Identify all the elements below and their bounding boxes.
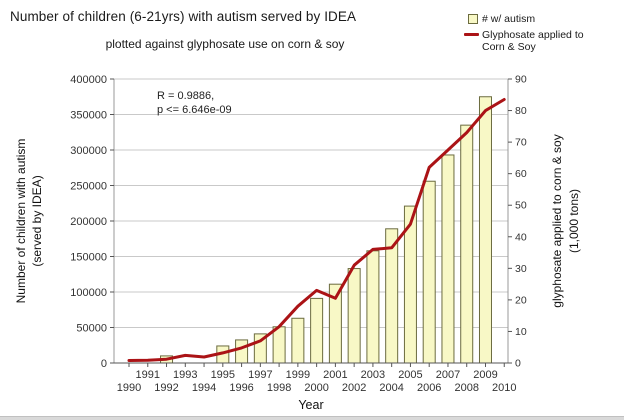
autism-bar-2007 <box>441 154 455 364</box>
x-tick-label: 1991 <box>136 369 160 381</box>
autism-bar-2006 <box>422 180 436 364</box>
left-tick-label: 400000 <box>70 74 107 86</box>
x-tick-label: 2009 <box>473 369 497 381</box>
right-tick-label: 50 <box>515 200 527 212</box>
x-tick-label: 1997 <box>248 369 272 381</box>
legend-label-autism: # w/ autism <box>482 13 536 25</box>
right-axis-title-line1: glyphosate applied to corn & soy <box>550 134 564 307</box>
left-tick-label: 200000 <box>70 216 107 228</box>
chart-subtitle: plotted against glyphosate use on corn &… <box>105 37 345 51</box>
x-tick-label: 1994 <box>192 382 216 394</box>
left-tick-label: 250000 <box>70 181 107 193</box>
right-tick-label: 10 <box>515 326 527 338</box>
autism-bar-2002 <box>347 268 361 364</box>
left-tick-label: 50000 <box>76 323 107 335</box>
x-tick-label: 2000 <box>304 382 328 394</box>
x-tick-label: 2003 <box>361 369 385 381</box>
autism-bar-swatch-icon <box>468 14 478 24</box>
right-tick-label: 80 <box>515 105 527 117</box>
x-tick-label: 2004 <box>379 382 403 394</box>
window-bottom-edge <box>0 416 624 420</box>
x-tick-label: 2005 <box>398 369 422 381</box>
right-tick-label: 60 <box>515 168 527 180</box>
x-tick-label: 1996 <box>229 382 253 394</box>
autism-bar-1998 <box>272 326 286 364</box>
glyphosate-line <box>127 98 506 362</box>
right-tick-label: 20 <box>515 294 527 306</box>
legend: # w/ autism Glyphosate applied to Corn &… <box>464 13 622 57</box>
left-axis-title-line2: (served by IDEA) <box>30 175 44 266</box>
left-tick-label: 150000 <box>70 252 107 264</box>
x-tick-label: 1995 <box>211 369 235 381</box>
right-tick-label: 0 <box>515 358 521 370</box>
x-tick-label: 2008 <box>454 382 478 394</box>
autism-bar-2000 <box>310 297 324 364</box>
legend-item-glyphosate: Glyphosate applied to Corn & Soy <box>464 29 622 54</box>
left-tick-label: 0 <box>101 358 107 370</box>
autism-bar-1999 <box>291 317 305 364</box>
legend-label-glyphosate-line1: Glyphosate applied to <box>482 28 584 41</box>
left-tick-label: 350000 <box>70 110 107 122</box>
x-axis-title: Year <box>298 398 323 412</box>
glyphosate-line-swatch-icon <box>464 32 479 36</box>
right-axis-title-line2: (1,000 tons) <box>567 189 581 253</box>
x-tick-label: 2007 <box>436 369 460 381</box>
legend-item-autism: # w/ autism <box>464 13 622 26</box>
chart-title: Number of children (6-21yrs) with autism… <box>10 9 357 24</box>
x-tick-label: 2006 <box>417 382 441 394</box>
right-tick-label: 30 <box>515 263 527 275</box>
autism-bar-2003 <box>366 250 380 364</box>
x-tick-label: 2002 <box>342 382 366 394</box>
correlation-annotation-line2: p <= 6.646e-09 <box>157 104 232 116</box>
x-tick-label: 1999 <box>286 369 310 381</box>
right-tick-label: 90 <box>515 74 527 86</box>
left-tick-label: 100000 <box>70 287 107 299</box>
x-tick-label: 2001 <box>323 369 347 381</box>
x-tick-label: 1998 <box>267 382 291 394</box>
left-axis-title-line1: Number of children with autism <box>14 139 28 304</box>
autism-bar-1996 <box>235 339 249 364</box>
dual-axis-bar-line-chart: 0 50000 100000 150000 200000 250000 300000 3500… <box>14 74 581 413</box>
x-tick-label: 1990 <box>117 382 141 394</box>
right-tick-label: 40 <box>515 231 527 243</box>
correlation-annotation-line1: R = 0.9886, <box>157 90 214 102</box>
x-tick-label: 2010 <box>492 382 516 394</box>
right-tick-label: 70 <box>515 137 527 149</box>
left-tick-label: 300000 <box>70 145 107 157</box>
x-tick-label: 1993 <box>173 369 197 381</box>
autism-bar-2009 <box>478 96 492 364</box>
legend-label-glyphosate-line2: Corn & Soy <box>482 41 536 53</box>
x-tick-label: 1992 <box>154 382 178 394</box>
autism-bar-2008 <box>460 124 474 364</box>
